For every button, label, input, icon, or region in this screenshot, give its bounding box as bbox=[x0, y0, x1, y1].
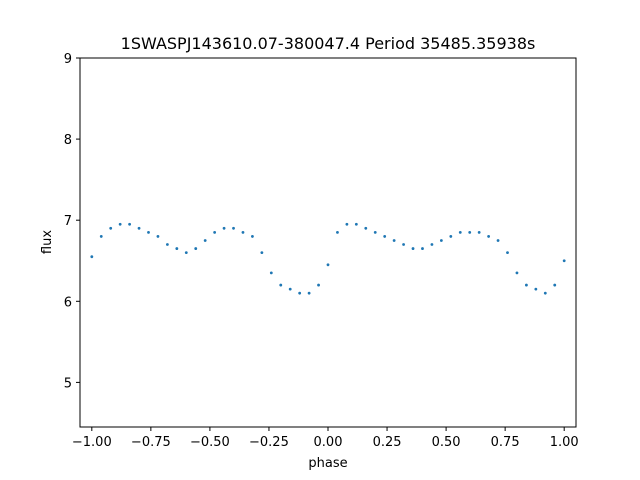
x-tick-label: −0.50 bbox=[190, 435, 230, 450]
data-point bbox=[534, 287, 538, 291]
data-point bbox=[543, 291, 547, 295]
data-point bbox=[345, 222, 349, 226]
y-tick-label: 8 bbox=[64, 133, 72, 148]
data-point bbox=[515, 271, 519, 275]
x-axis-label: phase bbox=[308, 456, 347, 471]
chart-title: 1SWASPJ143610.07-380047.4 Period 35485.3… bbox=[121, 34, 536, 53]
y-tick-label: 7 bbox=[64, 214, 72, 229]
x-tick-label: 0.75 bbox=[491, 435, 520, 450]
data-point bbox=[402, 243, 405, 246]
x-tick-label: −1.00 bbox=[72, 435, 112, 450]
data-point bbox=[439, 239, 443, 242]
data-point bbox=[392, 239, 396, 242]
data-point bbox=[364, 226, 368, 230]
data-point bbox=[279, 283, 283, 287]
data-point bbox=[373, 230, 377, 234]
data-point bbox=[506, 251, 509, 255]
data-point bbox=[99, 235, 103, 238]
data-point bbox=[260, 251, 264, 255]
x-tick-label: 1.00 bbox=[550, 435, 579, 450]
data-point bbox=[383, 235, 387, 238]
data-point bbox=[496, 239, 500, 242]
data-point bbox=[128, 222, 132, 226]
data-point bbox=[525, 283, 528, 287]
data-point bbox=[487, 235, 491, 238]
y-tick-label: 5 bbox=[64, 376, 72, 391]
data-points bbox=[90, 222, 566, 295]
data-point bbox=[118, 222, 122, 226]
data-point bbox=[232, 226, 235, 230]
x-tick-label: 0.25 bbox=[373, 435, 402, 450]
data-point bbox=[222, 226, 226, 230]
data-point bbox=[553, 283, 557, 287]
data-point bbox=[175, 247, 179, 250]
data-point bbox=[449, 235, 453, 238]
data-point bbox=[147, 230, 150, 234]
data-point bbox=[411, 247, 415, 250]
data-point bbox=[203, 239, 207, 242]
data-point bbox=[458, 230, 462, 234]
data-point bbox=[251, 235, 254, 238]
data-point bbox=[430, 243, 434, 246]
data-point bbox=[90, 255, 94, 259]
x-tick-label: −0.75 bbox=[131, 435, 171, 450]
data-point bbox=[156, 235, 160, 238]
data-point bbox=[213, 230, 217, 234]
data-point bbox=[562, 259, 566, 263]
y-tick-label: 6 bbox=[64, 295, 72, 310]
data-point bbox=[421, 247, 424, 250]
data-point bbox=[109, 226, 113, 230]
data-point bbox=[326, 263, 330, 267]
y-tick-label: 9 bbox=[64, 52, 72, 67]
x-axis-ticks: −1.00 −0.75 −0.50 −0.25 0.00 0.25 0.50 0.75 1.00 bbox=[72, 427, 579, 450]
data-point bbox=[307, 291, 311, 295]
data-point bbox=[298, 291, 302, 295]
data-point bbox=[288, 287, 292, 291]
x-tick-label: 0.00 bbox=[314, 435, 343, 450]
data-point bbox=[241, 230, 245, 234]
y-axis-ticks: 5 6 7 8 9 bbox=[64, 52, 80, 391]
data-point bbox=[194, 247, 198, 250]
data-point bbox=[137, 226, 141, 230]
data-point bbox=[336, 230, 339, 234]
data-point bbox=[477, 230, 481, 234]
x-tick-label: −0.25 bbox=[249, 435, 289, 450]
data-point bbox=[354, 222, 358, 226]
data-point bbox=[468, 230, 472, 234]
x-tick-label: 0.50 bbox=[432, 435, 461, 450]
data-point bbox=[184, 251, 188, 255]
y-axis-label: flux bbox=[40, 230, 55, 254]
data-point bbox=[317, 283, 320, 287]
data-point bbox=[165, 243, 169, 246]
data-point bbox=[269, 271, 273, 275]
